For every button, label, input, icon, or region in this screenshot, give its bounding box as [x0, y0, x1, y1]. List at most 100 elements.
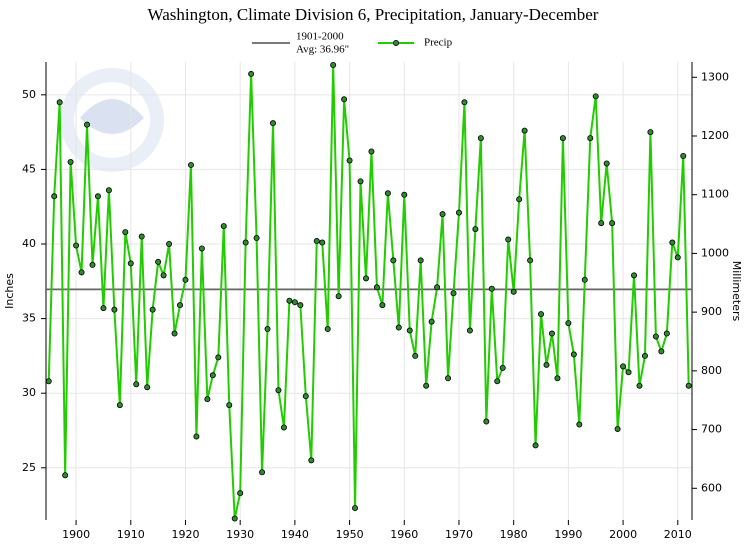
data-point — [368, 148, 375, 155]
data-point — [423, 382, 430, 389]
x-tick-label: 1970 — [445, 528, 473, 541]
data-point — [373, 284, 380, 291]
data-point — [198, 245, 205, 252]
data-point — [636, 382, 643, 389]
y2-tick-label: 1000 — [701, 246, 729, 259]
data-point — [499, 364, 506, 371]
data-point — [45, 378, 52, 385]
data-point — [669, 239, 676, 246]
data-point — [652, 333, 659, 340]
y2-tick-label: 600 — [701, 481, 722, 494]
x-tick-label: 1920 — [171, 528, 199, 541]
legend-average-value: Avg: 36.96" — [296, 44, 349, 56]
data-point — [62, 472, 69, 479]
data-point — [565, 320, 572, 327]
data-point — [220, 223, 227, 230]
y-tick-label: 35 — [22, 312, 36, 325]
data-point — [259, 469, 266, 476]
data-point — [193, 433, 200, 440]
data-point — [352, 505, 359, 512]
x-tick-label: 1910 — [117, 528, 145, 541]
data-point — [105, 187, 112, 194]
data-point — [155, 258, 162, 265]
y2-tick-label: 900 — [701, 305, 722, 318]
data-point — [160, 272, 167, 279]
data-point — [455, 209, 462, 216]
data-point — [330, 61, 337, 68]
data-point — [417, 257, 424, 264]
data-point — [466, 327, 473, 334]
data-point — [209, 372, 216, 379]
data-point — [401, 191, 408, 198]
data-point — [286, 297, 293, 304]
data-point — [226, 402, 233, 409]
data-point — [182, 276, 189, 283]
data-point — [270, 120, 277, 127]
data-point — [412, 352, 419, 359]
data-point — [614, 425, 621, 432]
data-point — [625, 369, 632, 376]
x-tick-label: 1950 — [336, 528, 364, 541]
data-point — [663, 330, 670, 337]
data-point — [434, 284, 441, 291]
data-point — [461, 99, 468, 106]
x-tick-label: 2000 — [609, 528, 637, 541]
y2-tick-label: 1200 — [701, 129, 729, 142]
data-point — [357, 178, 364, 185]
y-tick-label: 30 — [22, 386, 36, 399]
data-point — [275, 387, 282, 394]
data-point — [122, 229, 129, 236]
data-point — [215, 354, 222, 361]
data-point — [73, 242, 80, 249]
data-point — [291, 299, 298, 306]
data-point — [116, 402, 123, 409]
data-point — [598, 220, 605, 227]
data-point — [581, 276, 588, 283]
data-point — [149, 306, 156, 313]
data-point — [253, 235, 260, 242]
data-point — [84, 121, 91, 128]
data-point — [428, 318, 435, 325]
x-tick-label: 1980 — [500, 528, 528, 541]
x-tick-label: 1940 — [281, 528, 309, 541]
data-point — [204, 396, 211, 403]
y-tick-label: 45 — [22, 162, 36, 175]
data-point — [620, 363, 627, 370]
data-point — [505, 236, 512, 243]
data-point — [570, 351, 577, 358]
data-point — [538, 311, 545, 318]
y2-tick-label: 800 — [701, 364, 722, 377]
data-point — [335, 293, 342, 300]
data-point — [144, 384, 151, 391]
data-point — [297, 302, 304, 309]
y-tick-label: 50 — [22, 88, 36, 101]
y-tick-label: 40 — [22, 237, 36, 250]
data-point — [187, 161, 194, 168]
data-point — [543, 361, 550, 368]
x-tick-label: 1990 — [554, 528, 582, 541]
data-point — [111, 306, 118, 313]
data-point — [641, 352, 648, 359]
data-point — [603, 160, 610, 167]
data-point — [166, 241, 173, 248]
data-point — [559, 135, 566, 142]
data-point — [231, 515, 238, 522]
data-point — [395, 324, 402, 331]
data-point — [51, 193, 58, 200]
data-point — [609, 220, 616, 227]
data-point — [483, 418, 490, 425]
data-point — [658, 348, 665, 355]
data-point — [280, 424, 287, 431]
data-point — [237, 490, 244, 497]
data-point — [488, 285, 495, 292]
data-point — [477, 135, 484, 142]
data-point — [445, 375, 452, 382]
precip-line — [47, 64, 690, 519]
data-point — [674, 254, 681, 261]
legend-series-label: Precip — [424, 37, 453, 49]
data-point — [308, 457, 315, 464]
data-point — [510, 288, 517, 295]
x-tick-label: 1930 — [226, 528, 254, 541]
x-tick-label: 1960 — [390, 528, 418, 541]
